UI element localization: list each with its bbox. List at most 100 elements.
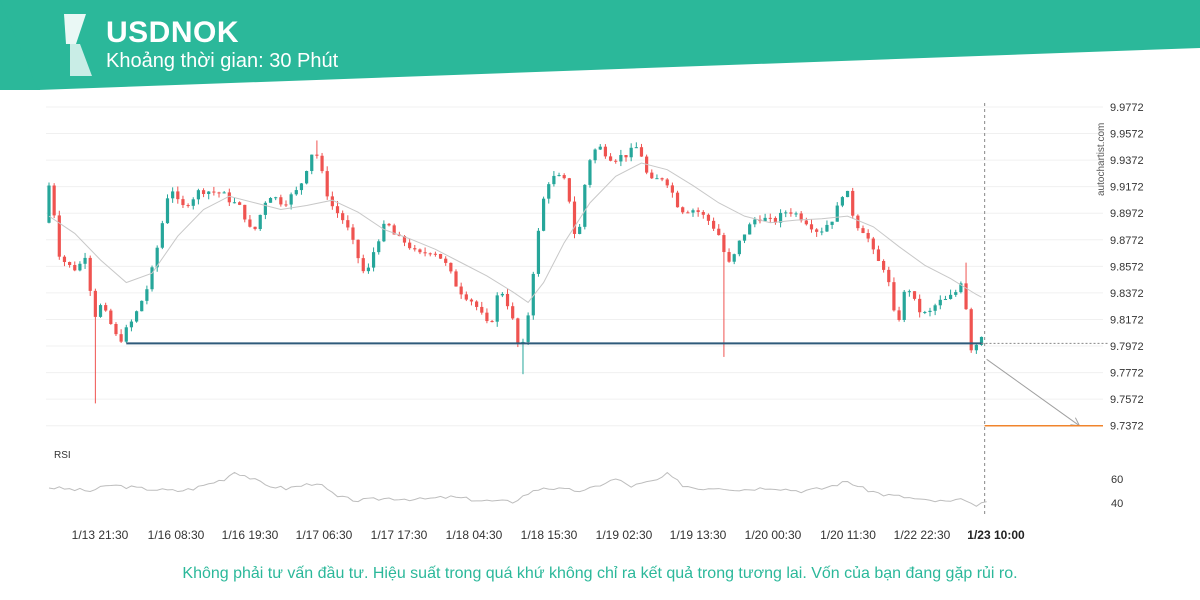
candle-body <box>588 160 592 185</box>
candle-body <box>557 175 561 177</box>
candle-body <box>578 226 582 234</box>
candle-body <box>227 192 231 203</box>
candle-body <box>284 204 288 206</box>
candle-body <box>402 236 407 243</box>
candle-body <box>459 286 463 295</box>
y-tick-label: 9.7772 <box>1110 368 1144 380</box>
candle-body <box>511 306 515 319</box>
candle-body <box>413 248 417 250</box>
y-tick-label: 9.9572 <box>1110 129 1144 141</box>
candle-body <box>959 283 963 293</box>
y-tick-label: 9.9772 <box>1110 102 1144 114</box>
candle-body <box>650 172 654 179</box>
rsi-tick-label: 60 <box>1111 474 1123 486</box>
candle-body <box>88 257 92 291</box>
candle-body <box>851 190 855 216</box>
candle-body <box>78 263 82 271</box>
candle-body <box>882 260 886 270</box>
candle-body <box>171 191 175 199</box>
candle-body <box>536 230 541 274</box>
candle-body <box>454 271 458 287</box>
candle-body <box>969 309 973 351</box>
candle-body <box>366 267 371 272</box>
candle-body <box>665 179 669 186</box>
candle-body <box>134 311 139 322</box>
y-tick-label: 9.7372 <box>1110 421 1144 433</box>
x-tick-label-current: 1/23 10:00 <box>967 528 1025 542</box>
x-tick-label: 1/18 15:30 <box>521 528 578 542</box>
candle-body <box>475 301 479 307</box>
candle-body <box>897 310 901 320</box>
candle-body <box>155 247 159 268</box>
candle-body <box>603 146 608 157</box>
candle-body <box>57 215 61 257</box>
candle-body <box>634 147 638 149</box>
candle-body <box>562 175 566 179</box>
candle-body <box>732 254 736 262</box>
x-tick-label: 1/19 02:30 <box>596 528 653 542</box>
candle-body <box>964 283 968 310</box>
candle-body <box>382 223 386 242</box>
candle-body <box>856 215 860 229</box>
candle-body <box>341 213 345 221</box>
brand-logo <box>64 14 92 76</box>
candle-body <box>547 184 551 199</box>
candle-body <box>593 149 597 161</box>
candle-body <box>93 290 97 317</box>
candle-body <box>150 267 154 290</box>
candle-body <box>279 197 283 205</box>
candle-body <box>438 253 443 259</box>
candle-body <box>954 292 958 295</box>
candle-body <box>686 212 690 214</box>
candle-body <box>346 220 350 228</box>
candle-body <box>825 224 829 232</box>
candle-body <box>799 213 803 221</box>
candle-body <box>691 210 695 213</box>
candle-body <box>408 242 412 249</box>
candle-body <box>109 310 113 325</box>
candle-body <box>789 212 793 214</box>
candle-body <box>222 192 226 194</box>
candle-body <box>315 154 319 156</box>
candle-body <box>835 205 839 222</box>
candle-body <box>768 217 772 219</box>
candle-body <box>98 305 103 317</box>
candle-body <box>449 262 453 272</box>
candle-body <box>207 191 211 195</box>
x-tick-label: 1/19 13:30 <box>670 528 727 542</box>
candle-body <box>320 155 324 172</box>
candle-body <box>104 305 108 311</box>
candle-body <box>361 258 365 272</box>
candle-body <box>356 239 360 259</box>
rsi-tick-label: 40 <box>1111 498 1123 510</box>
candle-body <box>820 231 824 233</box>
candle-body <box>706 214 711 221</box>
candle-body <box>490 321 494 323</box>
x-tick-label: 1/17 17:30 <box>371 528 428 542</box>
candle-body <box>639 147 644 157</box>
candle-body <box>145 289 149 301</box>
candle-body <box>701 212 705 215</box>
candle-body <box>500 293 504 296</box>
candle-body <box>815 229 819 232</box>
candle-body <box>748 224 752 235</box>
candle-body <box>655 178 659 180</box>
header-banner <box>0 0 1200 90</box>
candle-body <box>119 334 123 342</box>
candle-body <box>742 234 747 241</box>
candle-body <box>62 256 67 263</box>
candle-body <box>943 298 948 300</box>
y-tick-label: 9.8172 <box>1110 314 1144 326</box>
disclaimer-text: Không phải tư vấn đầu tư. Hiệu suất tron… <box>182 565 1018 582</box>
candle-body <box>804 220 808 225</box>
interval-label: Khoảng thời gian: 30 Phút <box>106 50 339 72</box>
candle-body <box>830 221 834 225</box>
candle-body <box>907 291 911 293</box>
candle-body <box>124 327 128 342</box>
candle-body <box>902 291 906 320</box>
candle-body <box>552 175 556 185</box>
candle-body <box>418 249 422 253</box>
candle-body <box>928 310 932 313</box>
candle-body <box>892 282 896 311</box>
